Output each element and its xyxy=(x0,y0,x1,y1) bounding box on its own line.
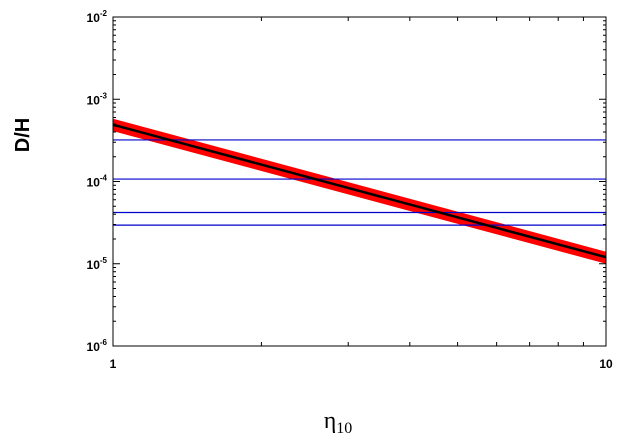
y-tick-label-base: 10 xyxy=(87,11,101,25)
labels-layer: D/H η10 xyxy=(12,118,352,437)
prediction-line xyxy=(112,123,607,259)
prediction-line-layer xyxy=(112,123,607,259)
y-tick-label-base: 10 xyxy=(87,176,101,190)
y-axis-label: D/H xyxy=(12,118,34,152)
plot-frame xyxy=(112,16,607,347)
x-axis-label-main: η xyxy=(324,408,337,434)
y-tick-label: 10-3 xyxy=(87,91,108,107)
y-tick-label-exponent: -2 xyxy=(100,9,108,18)
y-tick-label-base: 10 xyxy=(87,93,101,107)
y-tick-label-exponent: -5 xyxy=(100,256,108,265)
y-tick-label: 10-6 xyxy=(87,338,108,354)
y-tick-label: 10-5 xyxy=(87,256,108,272)
y-tick-label: 10-2 xyxy=(87,9,108,25)
x-tick-label: 10 xyxy=(599,357,613,371)
x-tick-label: 1 xyxy=(110,357,117,371)
y-tick-label: 10-4 xyxy=(87,174,108,190)
y-tick-label-exponent: -6 xyxy=(100,338,108,347)
reference-lines-layer xyxy=(113,139,606,226)
y-tick-label-exponent: -4 xyxy=(100,174,108,183)
x-axis-label: η10 xyxy=(324,408,353,437)
x-axis-label-sub: 10 xyxy=(336,420,352,437)
y-tick-label-base: 10 xyxy=(87,340,101,354)
y-tick-label-exponent: -3 xyxy=(100,91,108,100)
y-tick-label-base: 10 xyxy=(87,258,101,272)
